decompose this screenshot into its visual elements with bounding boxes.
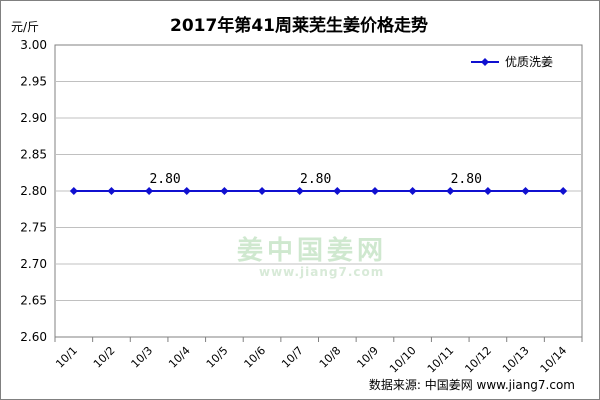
- data-point-marker: [521, 187, 530, 195]
- legend-label: 优质洗姜: [505, 55, 553, 69]
- x-tick-label: 10/7: [279, 344, 306, 371]
- data-point-marker: [446, 187, 455, 195]
- x-tick-label: 10/3: [129, 344, 156, 371]
- y-tick-label: 2.95: [20, 75, 47, 89]
- data-point-marker: [182, 187, 191, 195]
- x-tick-label: 10/11: [425, 344, 457, 376]
- x-tick-label: 10/9: [354, 344, 381, 371]
- x-tick-label: 10/8: [317, 344, 344, 371]
- data-point-marker: [220, 187, 229, 195]
- x-tick-label: 10/5: [204, 344, 231, 371]
- watermark-name: 姜中国姜网: [237, 235, 387, 266]
- data-point-marker: [559, 187, 568, 195]
- data-point-marker: [483, 187, 492, 195]
- y-tick-label: 2.60: [20, 330, 47, 344]
- x-tick-label: 10/13: [500, 344, 532, 376]
- data-point-marker: [145, 187, 154, 195]
- y-tick-label: 2.80: [20, 184, 47, 198]
- x-tick-label: 10/4: [166, 344, 193, 371]
- data-label: 2.80: [451, 172, 482, 187]
- data-point-marker: [295, 187, 304, 195]
- data-point-marker: [333, 187, 342, 195]
- source-note: 数据来源: 中国姜网 www.jiang7.com: [369, 377, 575, 392]
- y-unit-label: 元/斤: [11, 20, 39, 34]
- data-label: 2.80: [149, 172, 180, 187]
- x-tick-label: 10/14: [538, 344, 570, 376]
- legend-marker: [481, 58, 489, 66]
- data-point-marker: [107, 187, 116, 195]
- data-point-marker: [370, 187, 379, 195]
- x-tick-label: 10/6: [241, 344, 268, 371]
- data-point-marker: [408, 187, 417, 195]
- x-tick-label: 10/2: [91, 344, 118, 371]
- x-tick-label: 10/10: [387, 344, 419, 376]
- y-tick-label: 2.85: [20, 148, 47, 162]
- y-tick-label: 2.70: [20, 257, 47, 271]
- chart-title: 2017年第41周莱芜生姜价格走势: [170, 15, 428, 36]
- data-point-marker: [69, 187, 78, 195]
- x-tick-label: 10/1: [53, 344, 80, 371]
- data-label: 2.80: [300, 172, 331, 187]
- x-tick-label: 10/12: [462, 344, 494, 376]
- y-tick-label: 2.90: [20, 111, 47, 125]
- y-tick-label: 2.65: [20, 294, 47, 308]
- y-tick-label: 3.00: [20, 38, 47, 52]
- data-point-marker: [258, 187, 267, 195]
- y-tick-label: 2.75: [20, 221, 47, 235]
- watermark-url: www.jiang7.com: [259, 265, 384, 279]
